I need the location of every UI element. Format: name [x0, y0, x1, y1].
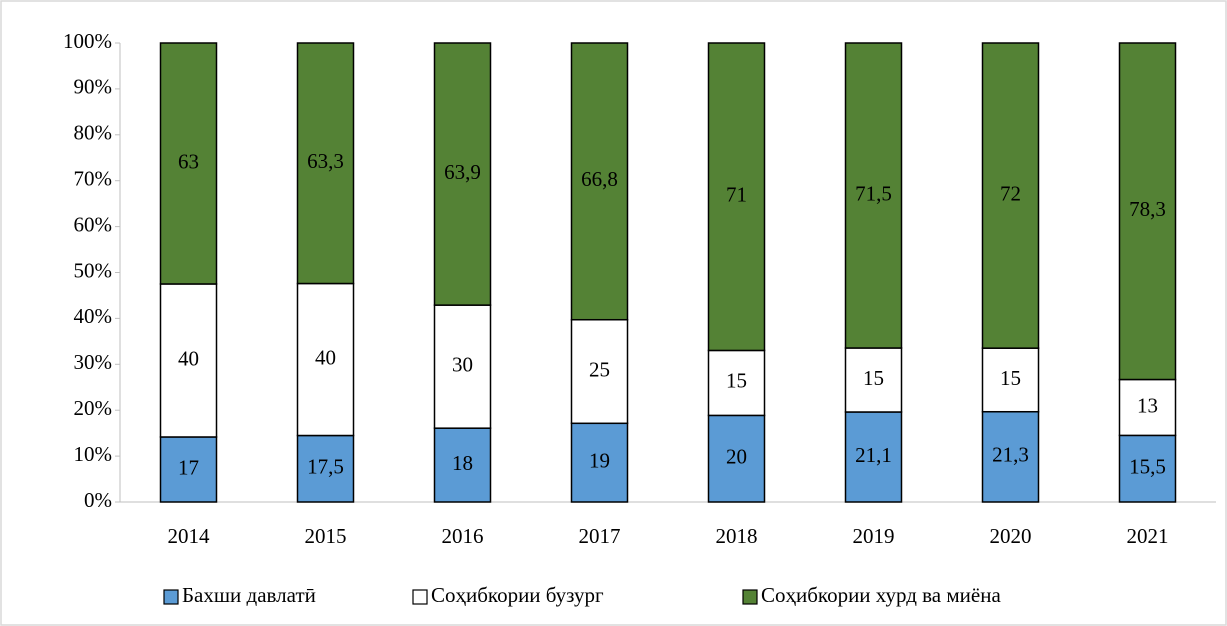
bar-segment — [844, 347, 903, 413]
data-label: 72 — [1000, 181, 1021, 205]
data-label: 66,8 — [581, 167, 618, 191]
data-label: 78,3 — [1129, 197, 1166, 221]
data-label: 19 — [589, 448, 610, 472]
data-label: 25 — [589, 357, 610, 381]
y-tick-label: 30% — [74, 350, 113, 374]
bar-segment — [1118, 434, 1177, 503]
x-tick-label: 2019 — [853, 524, 895, 548]
x-tick-label: 2014 — [168, 524, 211, 548]
bar-segment — [296, 282, 355, 437]
data-label: 63 — [178, 149, 199, 173]
data-label: 15 — [726, 369, 747, 393]
data-label: 71 — [726, 183, 747, 207]
data-label: 71,5 — [855, 181, 892, 205]
x-tick-label: 2015 — [305, 524, 347, 548]
legend-swatch — [742, 589, 758, 605]
data-label: 40 — [315, 345, 336, 369]
bar-segment — [707, 349, 766, 417]
bar-segment — [1118, 42, 1177, 381]
legend-swatch — [163, 589, 179, 605]
y-tick-label: 0% — [84, 488, 112, 512]
y-tick-label: 60% — [74, 212, 113, 236]
bar-segment — [159, 42, 218, 285]
x-tick-label: 2018 — [716, 524, 758, 548]
data-label: 15 — [1000, 366, 1021, 390]
y-tick-label: 80% — [74, 121, 113, 145]
bar-segment — [296, 434, 355, 503]
data-label: 15 — [863, 366, 884, 390]
legend-label: Соҳибкории бузург — [431, 583, 604, 607]
data-label: 17,5 — [307, 455, 344, 479]
bar-segment — [707, 414, 766, 503]
data-label: 63,3 — [307, 149, 344, 173]
bar-segment — [570, 318, 629, 425]
data-label: 13 — [1137, 393, 1158, 417]
data-label: 18 — [452, 451, 473, 475]
x-tick-label: 2017 — [579, 524, 621, 548]
bar-segment — [159, 436, 218, 503]
x-tick-label: 2020 — [990, 524, 1032, 548]
x-tick-label: 2021 — [1127, 524, 1169, 548]
y-tick-label: 90% — [74, 75, 113, 99]
bar-segment — [433, 427, 492, 503]
data-label: 30 — [452, 352, 473, 376]
bar-segment — [159, 283, 218, 438]
bar-segment — [296, 42, 355, 285]
data-label: 17 — [178, 455, 199, 479]
bar-segment — [981, 410, 1040, 503]
bar-segment — [844, 42, 903, 349]
legend-label: Соҳибкории хурд ва миёна — [761, 583, 1001, 607]
data-label: 63,9 — [444, 160, 481, 184]
legend-label: Бахши давлатӣ — [182, 583, 316, 607]
y-tick-label: 40% — [74, 304, 113, 328]
y-tick-label: 70% — [74, 167, 113, 191]
bar-segment — [981, 42, 1040, 349]
bar-segment — [1118, 378, 1177, 437]
data-label: 40 — [178, 346, 199, 370]
bar-segment — [844, 411, 903, 503]
y-tick-label: 20% — [74, 396, 113, 420]
data-label: 21,1 — [855, 443, 892, 467]
y-tick-label: 100% — [63, 29, 112, 53]
bar-segment — [433, 304, 492, 429]
data-label: 21,3 — [992, 443, 1029, 467]
data-label: 20 — [726, 445, 747, 469]
bar-segment — [981, 347, 1040, 413]
x-tick-label: 2016 — [442, 524, 484, 548]
y-tick-label: 10% — [74, 442, 113, 466]
legend-swatch — [412, 589, 428, 605]
bar-segment — [570, 42, 629, 321]
bar-segment — [433, 42, 492, 306]
bar-segment — [707, 42, 766, 352]
data-label: 15,5 — [1129, 455, 1166, 479]
y-tick-label: 50% — [74, 258, 113, 282]
